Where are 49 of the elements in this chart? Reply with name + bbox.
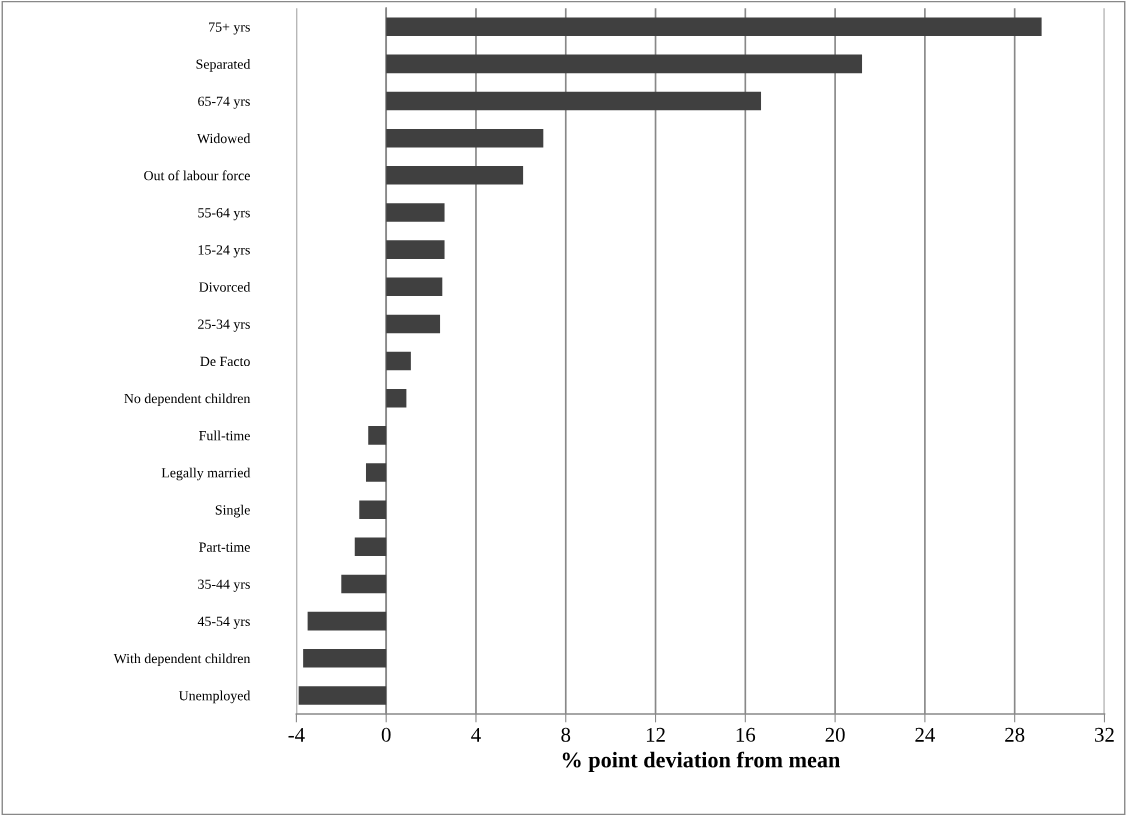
y-tick-label: Single bbox=[215, 504, 250, 518]
y-tick-label: 55-64 yrs bbox=[198, 208, 250, 221]
x-tick-label: 12 bbox=[646, 727, 665, 742]
bar bbox=[354, 537, 387, 557]
bar bbox=[368, 426, 387, 445]
bar bbox=[298, 686, 387, 705]
bar bbox=[341, 574, 387, 594]
bar bbox=[386, 388, 407, 408]
bar bbox=[386, 91, 762, 111]
y-tick-label: 15-24 yrs bbox=[198, 245, 250, 258]
y-tick-label: 45-54 yrs bbox=[197, 616, 250, 629]
bar bbox=[303, 648, 387, 668]
bar bbox=[386, 17, 1042, 37]
y-tick-label: With dependent children bbox=[113, 653, 251, 667]
bar bbox=[386, 277, 443, 297]
x-tick-label: 0 bbox=[381, 727, 391, 742]
bar bbox=[386, 203, 445, 222]
bar bbox=[359, 500, 387, 519]
y-tick-label: Out of labour force bbox=[144, 170, 250, 181]
x-tick-label: -4 bbox=[288, 727, 305, 742]
bar bbox=[386, 54, 863, 74]
y-tick-label: Widowed bbox=[196, 133, 251, 144]
y-tick-label: Legally married bbox=[161, 467, 251, 481]
x-tick-label: 24 bbox=[915, 727, 935, 742]
x-tick-label: 20 bbox=[825, 727, 845, 742]
y-tick-label: No dependent children bbox=[124, 393, 251, 407]
y-tick-label: Divorced bbox=[199, 281, 251, 292]
y-tick-label: De Facto bbox=[200, 356, 250, 367]
x-tick-label: 16 bbox=[736, 727, 756, 742]
bar bbox=[386, 240, 445, 259]
bar bbox=[386, 128, 544, 148]
y-tick-label: Separated bbox=[196, 59, 251, 72]
x-tick-label: 8 bbox=[561, 727, 571, 742]
y-tick-label: Part-time bbox=[199, 542, 250, 552]
bar bbox=[365, 463, 387, 482]
y-tick-label: 75+ yrs bbox=[209, 22, 250, 35]
y-tick-label: 35-44 yrs bbox=[198, 579, 250, 592]
y-tick-label: 25-34 yrs bbox=[198, 319, 250, 332]
x-axis-title: % point deviation from mean bbox=[562, 751, 841, 773]
x-tick-label: 32 bbox=[1095, 727, 1114, 742]
x-tick-label: 28 bbox=[1005, 727, 1025, 742]
bar bbox=[386, 351, 411, 371]
bar bbox=[386, 314, 441, 334]
y-tick-label: Full-time bbox=[199, 430, 250, 441]
x-tick-label: 4 bbox=[471, 727, 481, 742]
y-tick-label: 65-74 yrs bbox=[198, 96, 250, 109]
bar bbox=[386, 166, 524, 185]
y-tick-label: Unemployed bbox=[178, 690, 251, 704]
bar bbox=[307, 611, 387, 631]
